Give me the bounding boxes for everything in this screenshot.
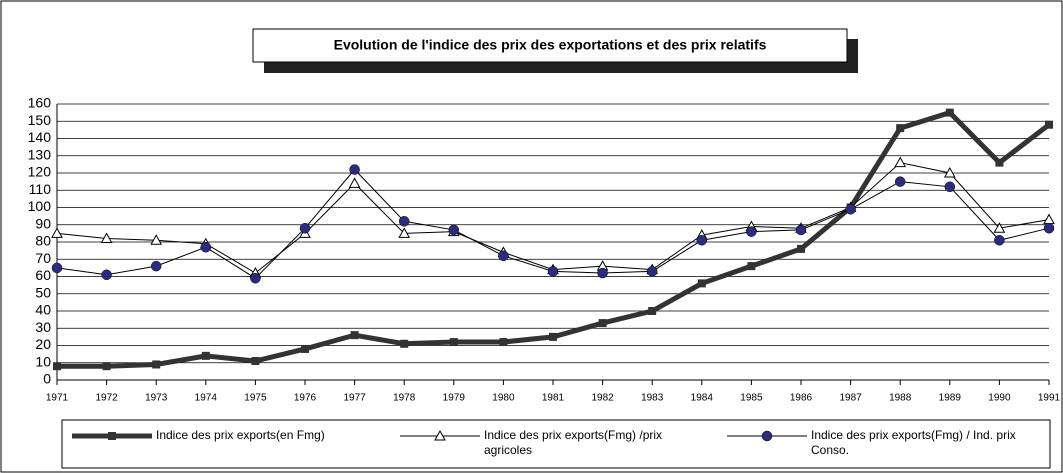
marker [152, 360, 161, 369]
marker [648, 307, 657, 315]
marker [994, 235, 1005, 246]
marker [100, 232, 113, 244]
marker [845, 203, 856, 215]
x-tick-label: 1974 [195, 393, 218, 404]
title-box [252, 28, 848, 63]
x-tick-label: 1986 [790, 393, 813, 404]
y-tick-label: 130 [28, 146, 52, 162]
x-tick-label: 1978 [393, 393, 416, 404]
marker [943, 166, 956, 178]
marker [150, 234, 163, 245]
y-tick-label: 10 [35, 353, 51, 369]
marker [108, 432, 116, 440]
marker [797, 244, 805, 253]
y-tick-label: 0 [43, 371, 51, 387]
x-tick-label: 1976 [294, 393, 317, 404]
marker [597, 267, 608, 279]
x-tick-label: 1977 [343, 393, 366, 404]
marker [250, 272, 261, 284]
legend-label: Indice des prix exports(Fmg) / Ind. prix… [811, 428, 1016, 457]
marker [51, 262, 63, 274]
marker [349, 164, 360, 175]
marker [945, 108, 954, 117]
y-tick-label: 120 [28, 164, 52, 180]
y-tick-label: 60 [35, 267, 51, 283]
marker [697, 279, 706, 288]
y-tick-label: 80 [35, 233, 51, 249]
marker [746, 226, 757, 237]
marker [449, 338, 458, 347]
marker [547, 266, 559, 277]
x-tick-label: 1988 [889, 393, 912, 404]
marker [350, 331, 359, 340]
marker [200, 241, 212, 253]
x-tick-label: 1989 [939, 393, 962, 404]
marker [549, 332, 557, 341]
marker [53, 362, 61, 371]
marker [201, 351, 210, 360]
legend-label: Indice des prix exports(Fmg) /prix agric… [484, 428, 663, 457]
y-tick-label: 90 [35, 215, 51, 231]
y-tick-label: 70 [35, 250, 51, 266]
marker [102, 362, 111, 371]
marker [993, 222, 1006, 233]
marker [995, 158, 1004, 167]
marker [301, 344, 309, 353]
y-tick-label: 30 [35, 319, 51, 335]
x-tick-label: 1975 [244, 393, 267, 404]
marker [251, 357, 260, 366]
marker [434, 429, 446, 441]
x-tick-label: 1979 [443, 393, 466, 404]
marker [398, 216, 410, 227]
marker [894, 156, 907, 168]
marker [101, 269, 112, 281]
legend-label: Indice des prix exports(en Fmg) [156, 428, 325, 442]
marker [498, 250, 509, 262]
x-tick-label: 1982 [591, 393, 614, 404]
y-tick-label: 50 [35, 284, 51, 300]
marker [400, 339, 409, 348]
y-tick-label: 150 [28, 112, 52, 128]
chart-title: Evolution de l'indice des prix des expor… [334, 37, 767, 53]
y-tick-label: 110 [29, 181, 52, 197]
legend-box [61, 419, 1051, 469]
marker [448, 224, 460, 236]
marker [51, 227, 63, 238]
y-tick-label: 140 [28, 129, 52, 145]
x-tick-label: 1991 [1038, 393, 1061, 404]
y-tick-label: 160 [28, 95, 52, 111]
marker [1043, 222, 1055, 234]
x-tick-label: 1984 [691, 393, 714, 404]
marker [150, 260, 162, 272]
x-tick-label: 1981 [542, 393, 565, 404]
x-tick-label: 1980 [492, 393, 515, 404]
x-tick-label: 1987 [839, 393, 862, 404]
x-tick-label: 1990 [988, 393, 1011, 404]
marker [299, 222, 311, 234]
x-tick-label: 1983 [641, 393, 664, 404]
marker [646, 266, 658, 277]
marker [747, 262, 756, 271]
x-tick-label: 1985 [740, 393, 763, 404]
marker [348, 177, 361, 188]
x-tick-label: 1971 [46, 393, 69, 404]
y-tick-label: 20 [35, 336, 51, 352]
marker [894, 176, 906, 187]
marker [896, 124, 905, 133]
marker [499, 338, 508, 347]
y-tick-label: 40 [35, 302, 51, 318]
marker [398, 227, 411, 238]
x-tick-label: 1973 [145, 393, 168, 404]
marker [598, 319, 607, 328]
y-tick-label: 100 [28, 198, 52, 214]
marker [1045, 120, 1053, 129]
x-tick-label: 1972 [95, 393, 118, 404]
marker [761, 430, 773, 442]
marker [795, 224, 807, 236]
marker [696, 235, 708, 246]
marker [944, 181, 956, 193]
